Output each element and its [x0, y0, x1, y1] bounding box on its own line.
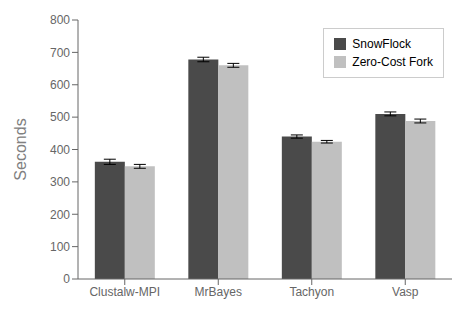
svg-text:500: 500: [50, 110, 70, 124]
svg-text:800: 800: [50, 13, 70, 27]
svg-text:600: 600: [50, 78, 70, 92]
svg-text:700: 700: [50, 46, 70, 60]
svg-text:300: 300: [50, 175, 70, 189]
svg-text:Tachyon: Tachyon: [289, 285, 334, 299]
svg-text:200: 200: [50, 208, 70, 222]
svg-text:400: 400: [50, 143, 70, 157]
svg-text:Seconds: Seconds: [12, 118, 29, 180]
html-text:Zero-Cost Fork: Zero-Cost Fork: [352, 55, 433, 69]
svg-text:100: 100: [50, 240, 70, 254]
html-text:SnowFlock: SnowFlock: [352, 37, 411, 51]
svg-text:0: 0: [63, 272, 70, 286]
svg-text:MrBayes: MrBayes: [195, 285, 242, 299]
svg-text:Vasp: Vasp: [392, 285, 419, 299]
svg-text:Clustalw-MPI: Clustalw-MPI: [89, 285, 160, 299]
